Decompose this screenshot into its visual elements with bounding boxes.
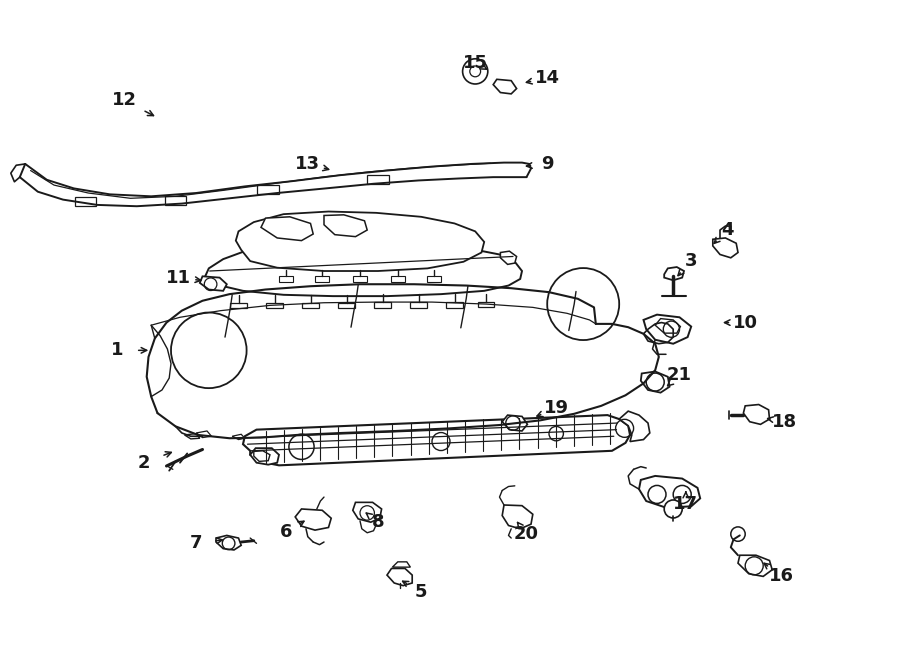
Text: 5: 5	[415, 582, 428, 601]
Polygon shape	[315, 276, 329, 282]
Text: 19: 19	[544, 399, 569, 418]
Polygon shape	[478, 302, 494, 307]
Polygon shape	[243, 415, 630, 465]
Text: 12: 12	[112, 91, 137, 110]
Text: 15: 15	[463, 54, 488, 72]
Polygon shape	[410, 302, 427, 307]
Polygon shape	[738, 555, 772, 576]
Text: 13: 13	[295, 155, 320, 173]
Polygon shape	[338, 303, 355, 308]
Polygon shape	[639, 476, 700, 508]
Text: 16: 16	[769, 567, 794, 586]
Text: 4: 4	[721, 221, 734, 239]
Polygon shape	[664, 267, 684, 280]
Polygon shape	[232, 434, 245, 440]
Polygon shape	[200, 276, 227, 291]
Polygon shape	[279, 276, 293, 282]
Polygon shape	[502, 505, 533, 529]
Polygon shape	[713, 238, 738, 258]
Polygon shape	[205, 243, 522, 296]
Polygon shape	[184, 434, 200, 439]
Polygon shape	[250, 448, 279, 465]
Polygon shape	[230, 303, 247, 308]
Polygon shape	[427, 276, 441, 282]
Text: 18: 18	[772, 412, 797, 431]
Polygon shape	[644, 315, 691, 344]
Text: 2: 2	[138, 453, 150, 472]
Polygon shape	[743, 405, 770, 424]
Polygon shape	[493, 79, 517, 94]
Polygon shape	[324, 215, 367, 237]
Polygon shape	[641, 371, 670, 393]
Polygon shape	[266, 303, 283, 308]
Polygon shape	[655, 319, 680, 333]
Text: 21: 21	[667, 366, 692, 385]
Text: 8: 8	[372, 513, 384, 531]
Polygon shape	[295, 509, 331, 530]
Polygon shape	[257, 185, 279, 194]
Polygon shape	[165, 196, 186, 205]
Polygon shape	[302, 303, 319, 308]
Polygon shape	[374, 303, 391, 308]
Polygon shape	[254, 451, 270, 461]
Text: 10: 10	[733, 313, 758, 332]
Text: 14: 14	[535, 69, 560, 87]
Text: 7: 7	[190, 534, 203, 553]
Text: 11: 11	[166, 268, 191, 287]
Polygon shape	[196, 431, 211, 438]
Text: 6: 6	[280, 523, 292, 541]
Text: 3: 3	[685, 252, 698, 270]
Text: 9: 9	[541, 155, 554, 173]
Polygon shape	[619, 411, 650, 442]
Text: 20: 20	[514, 525, 539, 543]
Polygon shape	[236, 212, 484, 271]
Polygon shape	[502, 415, 527, 431]
Polygon shape	[387, 568, 412, 586]
Polygon shape	[75, 197, 96, 206]
Polygon shape	[353, 276, 367, 282]
Polygon shape	[446, 302, 463, 307]
Polygon shape	[392, 562, 410, 567]
Polygon shape	[261, 217, 313, 241]
Text: 1: 1	[111, 341, 123, 360]
Polygon shape	[216, 535, 241, 550]
Polygon shape	[367, 175, 389, 184]
Polygon shape	[353, 502, 382, 522]
Polygon shape	[500, 251, 517, 264]
Text: 17: 17	[673, 494, 698, 513]
Circle shape	[664, 500, 682, 518]
Polygon shape	[391, 276, 405, 282]
